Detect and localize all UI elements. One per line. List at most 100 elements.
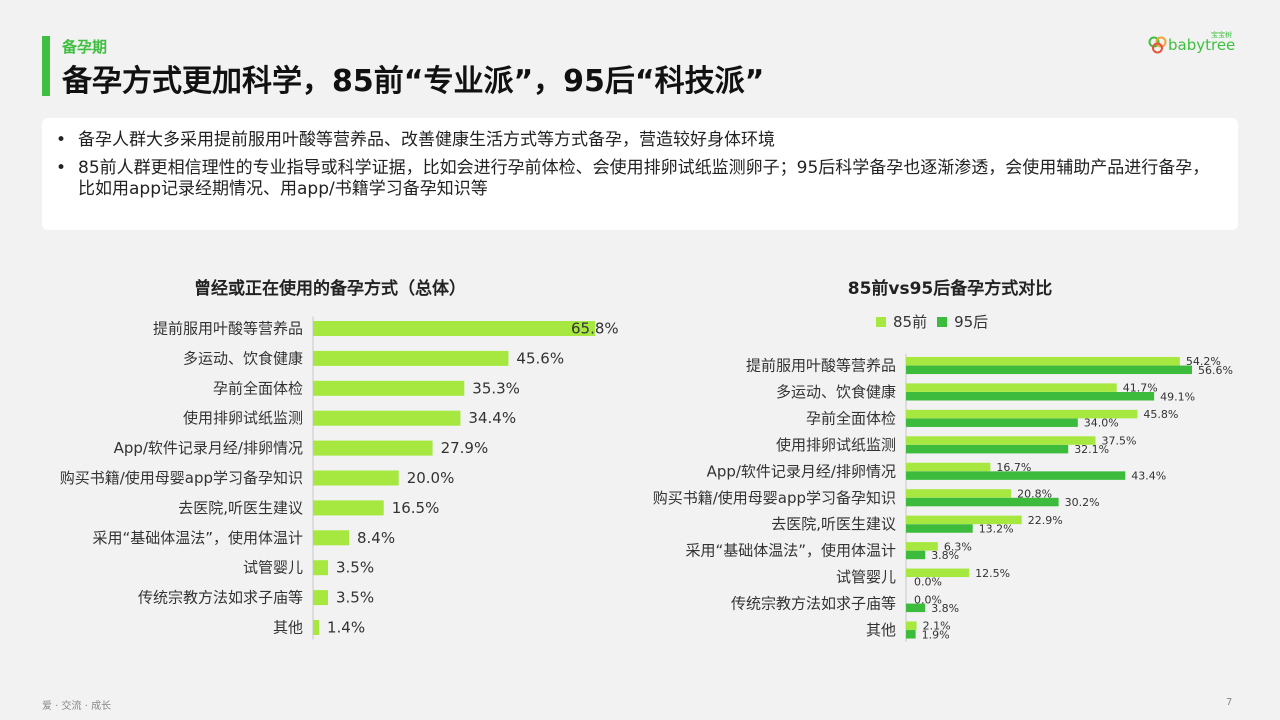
chart2-category-label: 试管婴儿 bbox=[836, 568, 896, 586]
chart2-bar-85 bbox=[906, 356, 1180, 366]
page-title: 备孕方式更加科学，85前“专业派”，95后“科技派” bbox=[62, 64, 765, 99]
chart2-category-label: 采用“基础体温法”，使用体温计 bbox=[685, 542, 896, 560]
chart2-category-label: 多运动、饮食健康 bbox=[776, 383, 896, 401]
babytree-logo: babytree 宝宝树 bbox=[1148, 30, 1240, 60]
chart2-bar-95 bbox=[906, 497, 1059, 507]
legend-label-95: 95后 bbox=[954, 313, 989, 331]
chart1-category-label: App/软件记录月经/排卵情况 bbox=[114, 439, 303, 457]
chart1-bar bbox=[313, 321, 595, 336]
chart1-category-label: 其他 bbox=[273, 619, 303, 637]
chart1-bar bbox=[313, 500, 384, 516]
chart2-value-label-95: 56.6% bbox=[1198, 364, 1233, 377]
title-accent-bar bbox=[42, 36, 50, 96]
chart1-category-label: 去医院,听医生建议 bbox=[178, 499, 303, 517]
chart2-bar-95 bbox=[906, 603, 926, 613]
chart2-value-label-95: 32.1% bbox=[1074, 443, 1109, 456]
chart2-category-label: 使用排卵试纸监测 bbox=[776, 436, 896, 454]
chart2-value-label-85: 37.5% bbox=[1101, 435, 1136, 448]
chart2-category-label: 购买书籍/使用母婴app学习备孕知识 bbox=[653, 489, 896, 507]
chart1-category-label: 多运动、饮食健康 bbox=[183, 349, 303, 367]
chart1-value-label: 65.8% bbox=[571, 320, 619, 338]
chart2-value-label-85: 2.1% bbox=[923, 620, 951, 633]
chart2-category-label: 传统宗教方法如求子庙等 bbox=[731, 595, 896, 613]
bullet-dot: • bbox=[56, 158, 67, 178]
chart2-bar-85 bbox=[906, 383, 1117, 392]
page-number: 7 bbox=[1226, 697, 1233, 708]
chart2-value-label-95: 43.4% bbox=[1131, 470, 1166, 483]
legend-swatch-95 bbox=[937, 316, 948, 327]
chart-title-comparison: 85前vs95后备孕方式对比 bbox=[847, 279, 1053, 299]
chart1-value-label: 34.4% bbox=[468, 409, 516, 427]
chart2-bar-85 bbox=[906, 462, 991, 472]
chart-legend: 85前 95后 bbox=[876, 311, 988, 332]
chart2-bar-85 bbox=[906, 436, 1096, 445]
chart2-bar-95 bbox=[906, 418, 1078, 427]
chart2-value-label-95: 30.2% bbox=[1065, 496, 1100, 509]
summary-text: 85前人群更相信理性的专业指导或科学证据，比如会进行孕前体检、会使用排卵试纸监测… bbox=[78, 158, 1210, 199]
section-label: 备孕期 bbox=[62, 38, 108, 56]
chart1-category-label: 采用“基础体温法”，使用体温计 bbox=[92, 529, 303, 547]
chart1-category-label: 购买书籍/使用母婴app学习备孕知识 bbox=[60, 469, 303, 487]
summary-box: • 备孕人群大多采用提前服用叶酸等营养品、改善健康生活方式等方式备孕，营造较好身… bbox=[42, 118, 1238, 230]
chart2-value-label-85: 45.8% bbox=[1143, 408, 1178, 421]
chart1-value-label: 3.5% bbox=[336, 589, 374, 607]
chart2-bar-85 bbox=[906, 489, 1012, 498]
logo-heart-icon bbox=[1148, 36, 1167, 54]
chart2-category-label: 孕前全面体检 bbox=[806, 409, 896, 427]
chart2-bar-95 bbox=[906, 444, 1069, 454]
chart1-bar bbox=[313, 350, 509, 366]
summary-bullet: • 备孕人群大多采用提前服用叶酸等营养品、改善健康生活方式等方式备孕，营造较好身… bbox=[56, 130, 1222, 151]
chart1-category-label: 孕前全面体检 bbox=[213, 379, 303, 397]
chart2-value-label-85: 22.9% bbox=[1028, 514, 1063, 527]
chart-title-overall: 曾经或正在使用的备孕方式（总体） bbox=[194, 279, 466, 299]
legend-swatch-85 bbox=[876, 316, 886, 327]
chart2-value-label-85: 16.7% bbox=[996, 461, 1031, 474]
chart2-value-label-95: 3.8% bbox=[931, 602, 959, 615]
chart2-value-label-85: 12.5% bbox=[975, 567, 1010, 580]
chart1-bar bbox=[313, 530, 349, 546]
chart2-category-label: 其他 bbox=[866, 621, 896, 639]
chart2-bar-95 bbox=[906, 365, 1192, 375]
chart2-value-label-95: 34.0% bbox=[1084, 417, 1119, 430]
chart1-bar bbox=[313, 440, 433, 456]
chart2-bar-95 bbox=[906, 550, 926, 560]
chart2-bar-85 bbox=[906, 542, 938, 551]
chart2-bar-95 bbox=[906, 392, 1155, 401]
footer-slogan: 爱 · 交流 · 成长 bbox=[42, 701, 112, 712]
chart2-value-label-85: 54.2% bbox=[1186, 355, 1221, 368]
chart2-value-label-95: 1.9% bbox=[922, 628, 950, 641]
chart2-category-label: 提前服用叶酸等营养品 bbox=[746, 357, 896, 375]
chart1-category-label: 试管婴儿 bbox=[243, 559, 303, 577]
chart1-bar bbox=[313, 590, 328, 606]
legend-label-85: 85前 bbox=[893, 313, 928, 331]
chart1-value-label: 1.4% bbox=[327, 619, 365, 637]
chart2-value-label-85: 41.7% bbox=[1123, 382, 1158, 395]
chart1-category-label: 传统宗教方法如求子庙等 bbox=[138, 589, 303, 607]
summary-bullet: • 85前人群更相信理性的专业指导或科学证据，比如会进行孕前体检、会使用排卵试纸… bbox=[56, 158, 1222, 200]
chart1-value-label: 3.5% bbox=[336, 559, 374, 577]
chart2-bar-95 bbox=[906, 524, 973, 533]
bullet-dot: • bbox=[56, 130, 67, 150]
chart2-category-label: App/软件记录月经/排卵情况 bbox=[707, 462, 896, 480]
chart2-value-label-95: 49.1% bbox=[1160, 390, 1195, 403]
chart1-bar bbox=[313, 560, 328, 576]
chart1-bar bbox=[313, 410, 461, 426]
summary-text: 备孕人群大多采用提前服用叶酸等营养品、改善健康生活方式等方式备孕，营造较好身体环… bbox=[78, 130, 775, 150]
chart1-bar bbox=[313, 620, 319, 635]
chart1-category-label: 使用排卵试纸监测 bbox=[183, 409, 303, 427]
chart1-value-label: 27.9% bbox=[441, 439, 489, 457]
chart2-value-label-85: 6.3% bbox=[944, 540, 972, 553]
chart1-value-label: 20.0% bbox=[407, 469, 455, 487]
chart2-value-label-85: 0.0% bbox=[914, 593, 942, 606]
chart2-bar-95 bbox=[906, 471, 1126, 480]
chart2-bar-95 bbox=[906, 630, 916, 639]
chart2-value-label-95: 13.2% bbox=[979, 523, 1014, 536]
logo-badge: 宝宝树 bbox=[1211, 31, 1232, 39]
chart2-bar-85 bbox=[906, 568, 970, 578]
chart1-category-label: 提前服用叶酸等营养品 bbox=[153, 320, 303, 338]
chart1-bar bbox=[313, 470, 399, 486]
chart2-bar-85 bbox=[906, 409, 1138, 419]
chart2-category-label: 去医院,听医生建议 bbox=[771, 515, 896, 533]
chart1-value-label: 8.4% bbox=[357, 529, 395, 547]
